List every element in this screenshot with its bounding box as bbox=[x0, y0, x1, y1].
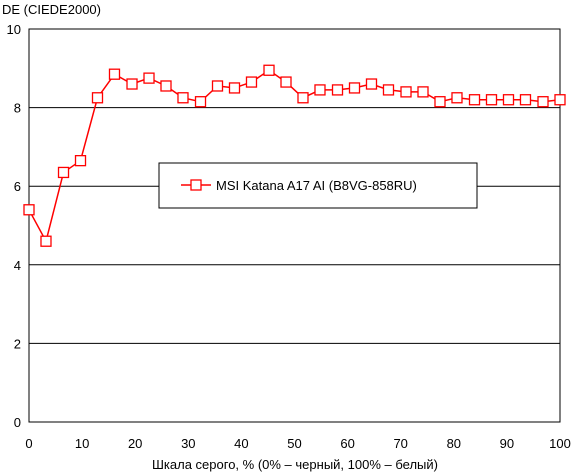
plot-area bbox=[28, 28, 561, 423]
y-axis-title: DE (CIEDE2000) bbox=[2, 2, 101, 17]
data-point bbox=[400, 86, 412, 98]
x-tick-label: 20 bbox=[128, 436, 142, 451]
data-point bbox=[314, 84, 326, 96]
legend-label: MSI Katana A17 AI (B8VG-858RU) bbox=[216, 178, 417, 193]
data-point bbox=[417, 86, 429, 98]
legend: MSI Katana A17 AI (B8VG-858RU) bbox=[158, 162, 478, 209]
data-point bbox=[451, 92, 463, 104]
data-point bbox=[91, 92, 104, 104]
x-tick-label: 30 bbox=[181, 436, 195, 451]
series-line bbox=[28, 69, 561, 244]
data-point bbox=[245, 76, 258, 88]
x-axis-title: Шкала серого, % (0% – черный, 100% – бел… bbox=[152, 457, 438, 472]
gridlines bbox=[29, 107, 560, 344]
x-tick-label: 100 bbox=[549, 436, 571, 451]
data-point bbox=[485, 94, 498, 106]
data-point bbox=[143, 72, 155, 84]
data-point bbox=[537, 96, 549, 108]
data-point bbox=[228, 82, 241, 94]
data-point bbox=[382, 84, 395, 96]
data-point bbox=[108, 68, 121, 80]
data-point bbox=[297, 92, 309, 104]
data-point bbox=[434, 96, 446, 108]
x-tick-labels: 0 10 20 30 40 50 60 70 80 90 100 bbox=[25, 436, 570, 451]
data-point bbox=[74, 155, 87, 167]
data-point bbox=[57, 166, 70, 179]
data-point bbox=[177, 92, 189, 104]
data-point bbox=[365, 78, 378, 90]
legend-marker bbox=[190, 179, 202, 191]
y-tick-label: 2 bbox=[14, 336, 21, 351]
legend-box bbox=[158, 162, 478, 209]
y-tick-labels: 0 2 4 6 8 10 bbox=[7, 22, 21, 430]
y-tick-label: 0 bbox=[14, 415, 21, 430]
data-point bbox=[468, 94, 481, 106]
data-point bbox=[348, 82, 361, 94]
x-tick-label: 40 bbox=[234, 436, 248, 451]
y-tick-label: 8 bbox=[14, 101, 21, 116]
series-layer bbox=[23, 64, 566, 247]
x-tick-label: 90 bbox=[500, 436, 514, 451]
data-point bbox=[263, 64, 275, 76]
x-tick-label: 70 bbox=[393, 436, 407, 451]
data-point bbox=[160, 80, 172, 92]
data-point bbox=[519, 94, 532, 106]
data-point bbox=[126, 78, 138, 90]
data-point bbox=[23, 204, 35, 216]
y-tick-label: 10 bbox=[7, 22, 21, 37]
data-point bbox=[211, 80, 224, 92]
x-tick-label: 10 bbox=[75, 436, 89, 451]
x-tick-label: 80 bbox=[447, 436, 461, 451]
data-point bbox=[502, 94, 515, 106]
data-point bbox=[280, 76, 292, 88]
x-tick-label: 0 bbox=[25, 436, 32, 451]
y-tick-label: 6 bbox=[14, 179, 21, 194]
data-point bbox=[194, 96, 207, 108]
x-tick-label: 60 bbox=[340, 436, 354, 451]
data-point bbox=[331, 84, 344, 96]
y-tick-label: 4 bbox=[14, 258, 21, 273]
data-point bbox=[40, 235, 52, 247]
x-tick-label: 50 bbox=[287, 436, 301, 451]
data-point bbox=[554, 94, 566, 106]
